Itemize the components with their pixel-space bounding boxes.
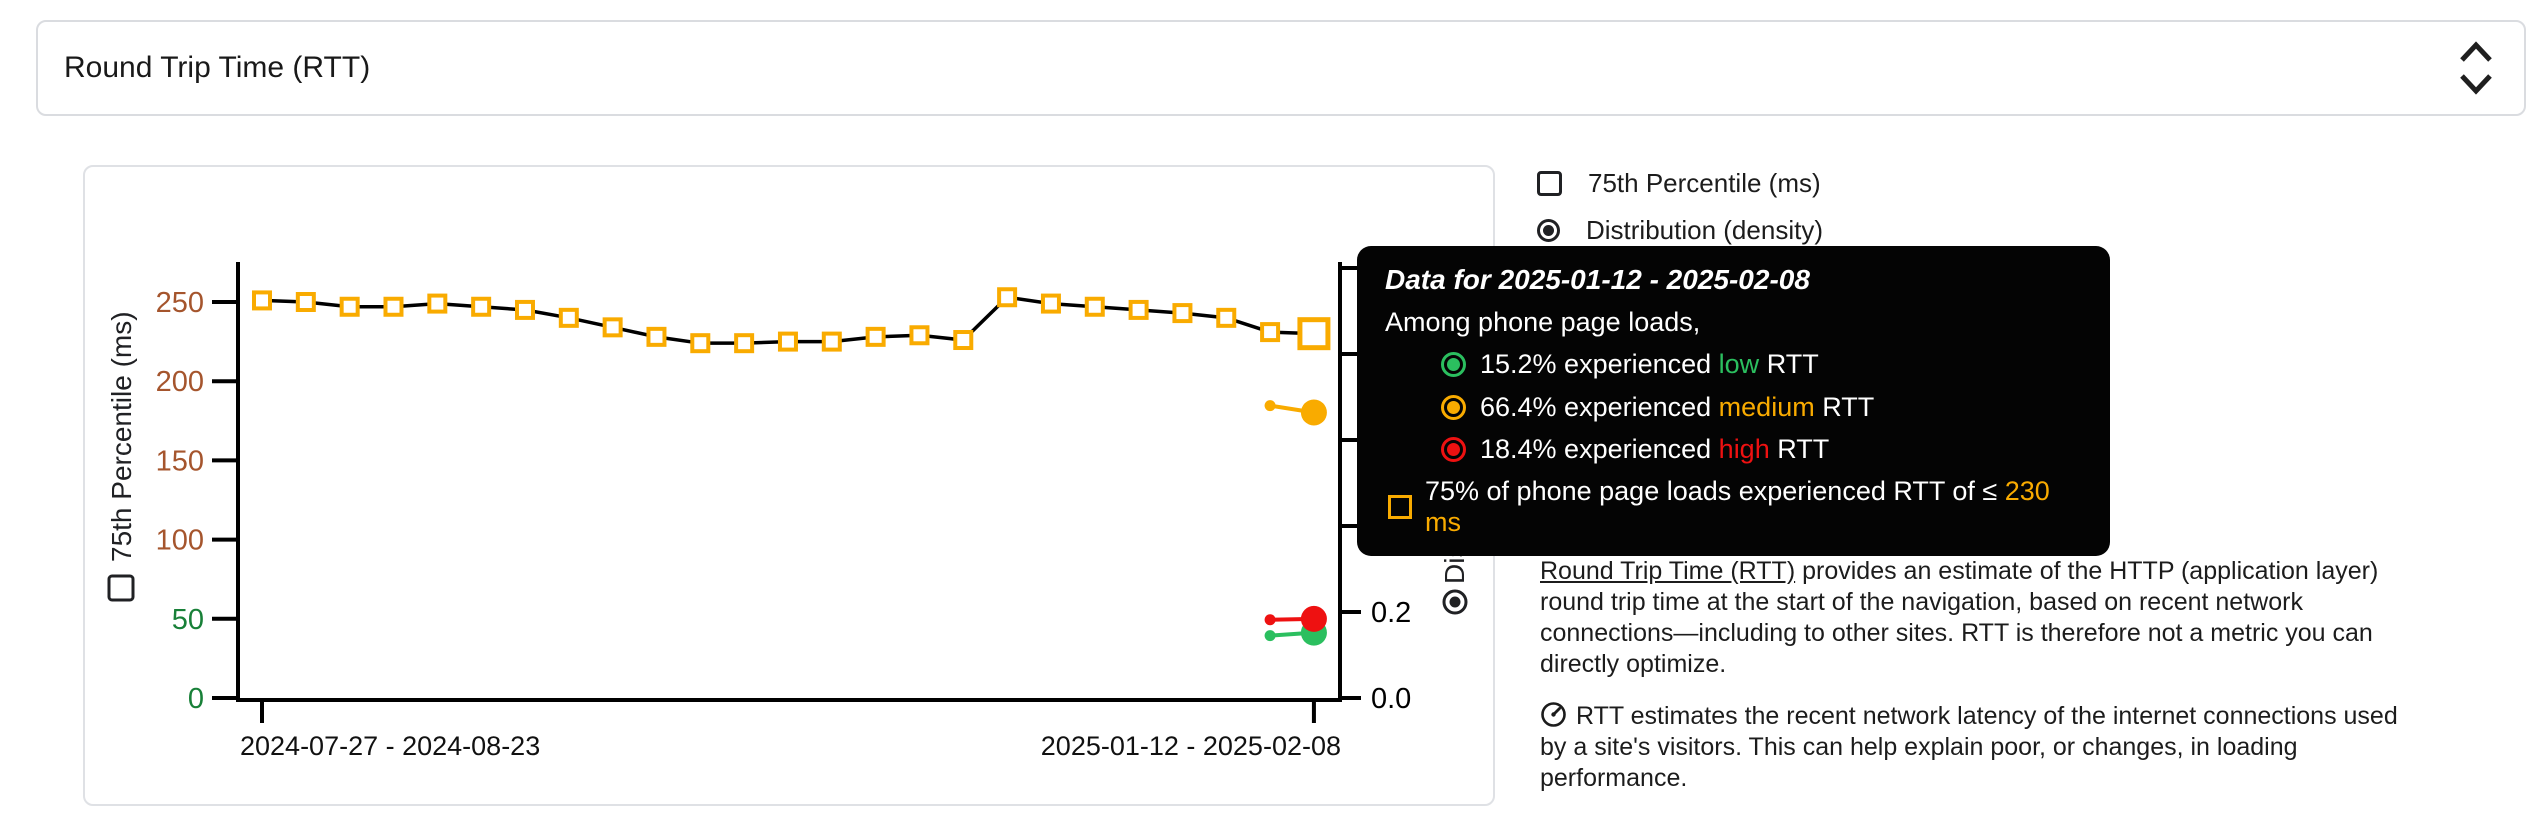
legend-label: Distribution (density) xyxy=(1586,215,1823,245)
gauge-icon xyxy=(1541,702,1566,727)
metric-selector-value: Round Trip Time (RTT) xyxy=(64,51,371,84)
distribution-radio[interactable] xyxy=(1537,219,1560,242)
low-density-icon xyxy=(1441,352,1466,378)
metric-description: Round Trip Time (RTT) provides an estima… xyxy=(1540,556,2445,794)
chart-tooltip: Data for 2025-01-12 - 2025-02-08 Among p… xyxy=(1357,246,2110,556)
percentile-checkbox[interactable] xyxy=(1537,171,1562,196)
tooltip-title: Data for 2025-01-12 - 2025-02-08 xyxy=(1385,264,1810,295)
tooltip-row-percentile: 75% of phone page loads experienced RTT … xyxy=(1385,476,2082,538)
unfold-more-icon xyxy=(2460,41,2492,95)
percentile-marker-icon xyxy=(1388,494,1412,519)
tooltip-row-low: 15.2% experienced low RTT xyxy=(1385,349,2082,380)
tooltip-subtitle: Among phone page loads, xyxy=(1385,307,1701,338)
high-density-icon xyxy=(1441,436,1466,462)
legend-item-distribution[interactable]: Distribution (density) xyxy=(1537,215,1823,246)
chart-card xyxy=(83,165,1495,806)
legend-label: 75th Percentile (ms) xyxy=(1588,168,1821,198)
rtt-doc-link[interactable]: Round Trip Time (RTT) xyxy=(1540,557,1796,585)
legend-item-percentile[interactable]: 75th Percentile (ms) xyxy=(1537,168,1823,199)
description-paragraph: Round Trip Time (RTT) provides an estima… xyxy=(1540,557,2379,678)
tooltip-row-medium: 66.4% experienced medium RTT xyxy=(1385,392,2082,423)
chart-legend: 75th Percentile (ms) Distribution (densi… xyxy=(1537,168,1823,246)
metric-selector[interactable]: Round Trip Time (RTT) xyxy=(36,20,2526,116)
description-paragraph: RTT estimates the recent network latency… xyxy=(1540,702,2398,792)
medium-density-icon xyxy=(1441,394,1466,420)
tooltip-row-high: 18.4% experienced high RTT xyxy=(1385,434,2082,465)
